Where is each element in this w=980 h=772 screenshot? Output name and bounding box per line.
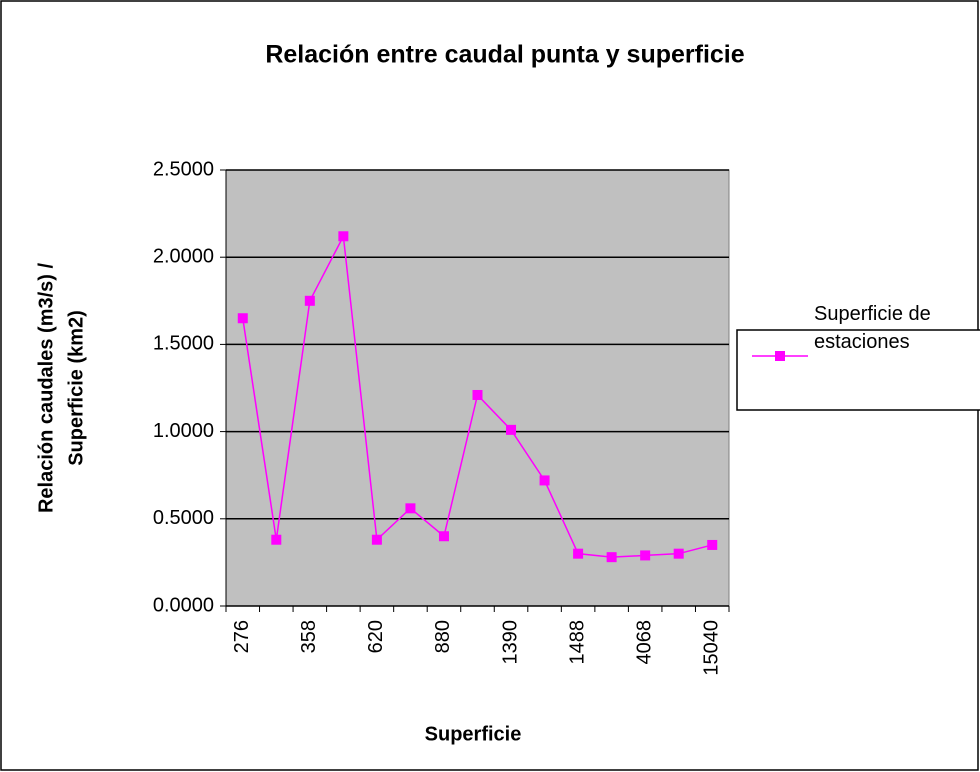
y-tick-label: 0.0000 [153, 594, 214, 616]
point-marker [573, 548, 584, 559]
y-axis-title: Relación caudales (m3/s) / [35, 263, 57, 514]
x-tick-label: 1488 [566, 620, 588, 665]
chart-title: Relación entre caudal punta y superficie [265, 41, 744, 69]
point-marker [506, 424, 517, 435]
x-tick-label: 1390 [499, 620, 521, 665]
y-tick-label: 0.5000 [153, 507, 214, 529]
x-tick-label: 4068 [633, 620, 655, 665]
x-tick-label: 276 [231, 620, 253, 653]
y-tick-label: 1.5000 [153, 333, 214, 355]
legend-label: Superficie de estaciones [814, 303, 931, 353]
x-tick-label: 880 [432, 620, 454, 653]
y-axis-title: Superficie (km2) [65, 310, 87, 466]
point-marker [472, 389, 483, 400]
plot-area [225, 169, 730, 607]
y-tick-label: 1.0000 [153, 420, 214, 442]
x-tick-label: 620 [365, 620, 387, 653]
point-marker [304, 295, 315, 306]
x-axis-title: Superficie [425, 723, 522, 745]
y-tick-label: 2.0000 [153, 245, 214, 267]
legend-marker [775, 351, 785, 361]
point-marker [606, 552, 617, 563]
y-tick-label: 2.5000 [153, 158, 214, 180]
point-marker [640, 550, 651, 561]
point-marker [338, 231, 349, 242]
point-marker [271, 534, 282, 545]
x-tick-label: 15040 [701, 620, 723, 676]
point-marker [438, 531, 449, 542]
point-marker [371, 534, 382, 545]
point-marker [237, 313, 248, 324]
point-marker [707, 539, 718, 550]
legend-box [736, 329, 980, 411]
point-marker [405, 503, 416, 514]
point-marker [539, 475, 550, 486]
point-marker [673, 548, 684, 559]
x-tick-label: 358 [298, 620, 320, 653]
